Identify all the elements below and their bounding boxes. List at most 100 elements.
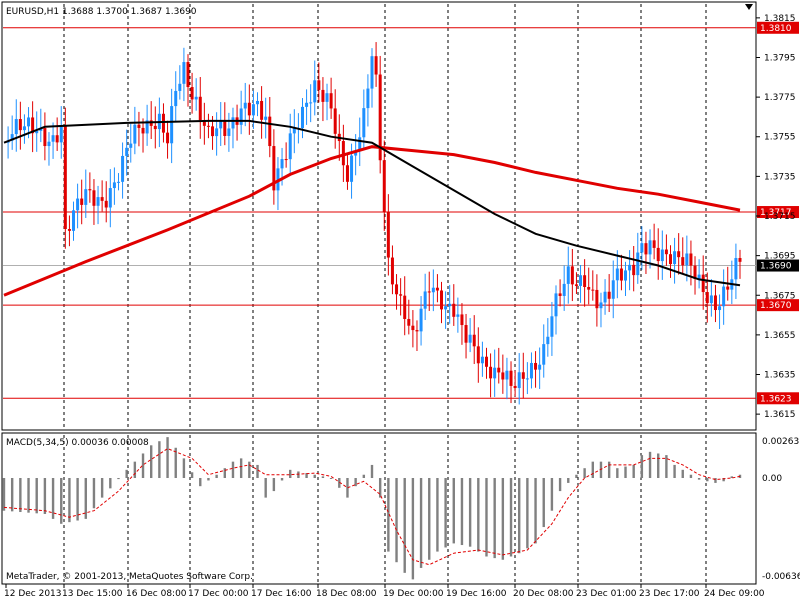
macd-bar (182, 458, 186, 479)
candle-body (476, 346, 480, 364)
candle-body (345, 165, 349, 182)
macd-bar (738, 474, 742, 479)
time-tick-label: 18 Dec 08:00 (316, 589, 377, 599)
scroll-marker-icon[interactable] (745, 4, 753, 10)
candle-body (415, 330, 419, 332)
candle-body (260, 100, 264, 120)
candle-body (599, 302, 603, 309)
candle-body (497, 367, 501, 373)
candle-body (493, 367, 497, 379)
candle-body (27, 117, 31, 127)
macd-bar (141, 453, 145, 479)
candle-body (529, 362, 533, 379)
macd-bar (411, 478, 415, 580)
time-tick-label: 20 Dec 08:00 (513, 589, 574, 599)
price-tick-label: 1.3695 (764, 252, 796, 262)
symbol-header: EURUSD,H1 1.3688 1.3700 1.3687 1.3690 (6, 7, 197, 17)
macd-bar (256, 464, 259, 479)
candle-body (534, 362, 538, 370)
macd-bar (174, 447, 177, 479)
macd-bar (477, 478, 480, 552)
time-tick-label: 16 Dec 08:00 (126, 589, 187, 599)
macd-bar (207, 478, 210, 481)
candle-body (484, 356, 488, 367)
macd-bar (673, 464, 676, 479)
candle-body (137, 124, 141, 128)
candle-body (386, 211, 390, 258)
macd-bar (607, 461, 611, 479)
level-label-box (757, 392, 799, 405)
candle-body (366, 88, 370, 109)
macd-bar (2, 478, 6, 511)
macd-bar (289, 469, 292, 479)
candle-body (435, 287, 439, 291)
macd-bar (697, 478, 701, 480)
macd-bar (215, 474, 218, 479)
candle-body (47, 141, 51, 147)
level-label-box (757, 299, 799, 312)
candle-body (431, 287, 435, 293)
candle-body (215, 128, 219, 137)
macd-bar (395, 478, 398, 563)
time-axis: 12 Dec 2013 13 Dec 15:00 16 Dec 08:00 17 De… (4, 584, 765, 599)
macd-bar (248, 461, 251, 479)
candle-body (350, 155, 354, 182)
candlesticks (6, 42, 742, 405)
candle-body (370, 56, 374, 89)
candle-body (190, 87, 194, 100)
macd-bar (35, 478, 38, 514)
price-tick-label: 1.3735 (764, 172, 796, 182)
candle-body (100, 197, 104, 201)
macd-bar (493, 478, 496, 559)
candle-body (664, 249, 668, 255)
macd-bar (158, 441, 161, 479)
candle-body (652, 240, 656, 248)
candle-body (583, 275, 587, 288)
macd-bar (166, 437, 169, 479)
candle-body (186, 62, 190, 88)
candle-body (174, 90, 178, 107)
candle-body (354, 151, 358, 156)
macd-bar (542, 478, 545, 528)
candle-body (362, 108, 366, 138)
macd-bar (501, 478, 505, 560)
macd-bar (378, 478, 382, 498)
price-tick-label: 1.3775 (764, 93, 796, 103)
macd-bar (714, 478, 717, 483)
macd-bar (730, 476, 734, 479)
candle-body (611, 280, 615, 299)
candle-body (194, 96, 198, 100)
macd-bar (92, 478, 96, 509)
macd-bar (722, 478, 725, 482)
candle-body (141, 127, 145, 134)
candle-body (358, 137, 362, 152)
candle-body (125, 147, 129, 156)
candle-body (460, 314, 464, 326)
macd-bar (239, 458, 243, 479)
candle-body (395, 284, 399, 295)
candle-body (96, 197, 100, 206)
candle-body (456, 314, 460, 317)
macd-tick-label: -0.00636 (762, 572, 800, 582)
candle-body (705, 292, 709, 304)
candle-body (227, 128, 231, 136)
time-tick-label: 23 Dec 01:00 (576, 589, 637, 599)
candle-body (88, 189, 92, 191)
macd-bar (558, 478, 562, 492)
macd-tick-label: 0.00 (762, 474, 782, 484)
candle-body (67, 228, 71, 231)
candle-body (713, 295, 717, 311)
candle-body (133, 124, 137, 144)
candle-body (521, 372, 525, 379)
candle-body (411, 325, 415, 331)
macd-bar (485, 478, 488, 557)
price-tick-label: 1.3655 (764, 331, 796, 341)
macd-bar (657, 453, 660, 479)
macd-bar (100, 478, 104, 498)
candle-body (129, 143, 133, 148)
time-tick-label: 17 Dec 16:00 (251, 589, 312, 599)
candle-body (427, 291, 431, 293)
candle-body (448, 303, 452, 307)
candle-body (59, 125, 63, 143)
candle-body (685, 253, 689, 266)
